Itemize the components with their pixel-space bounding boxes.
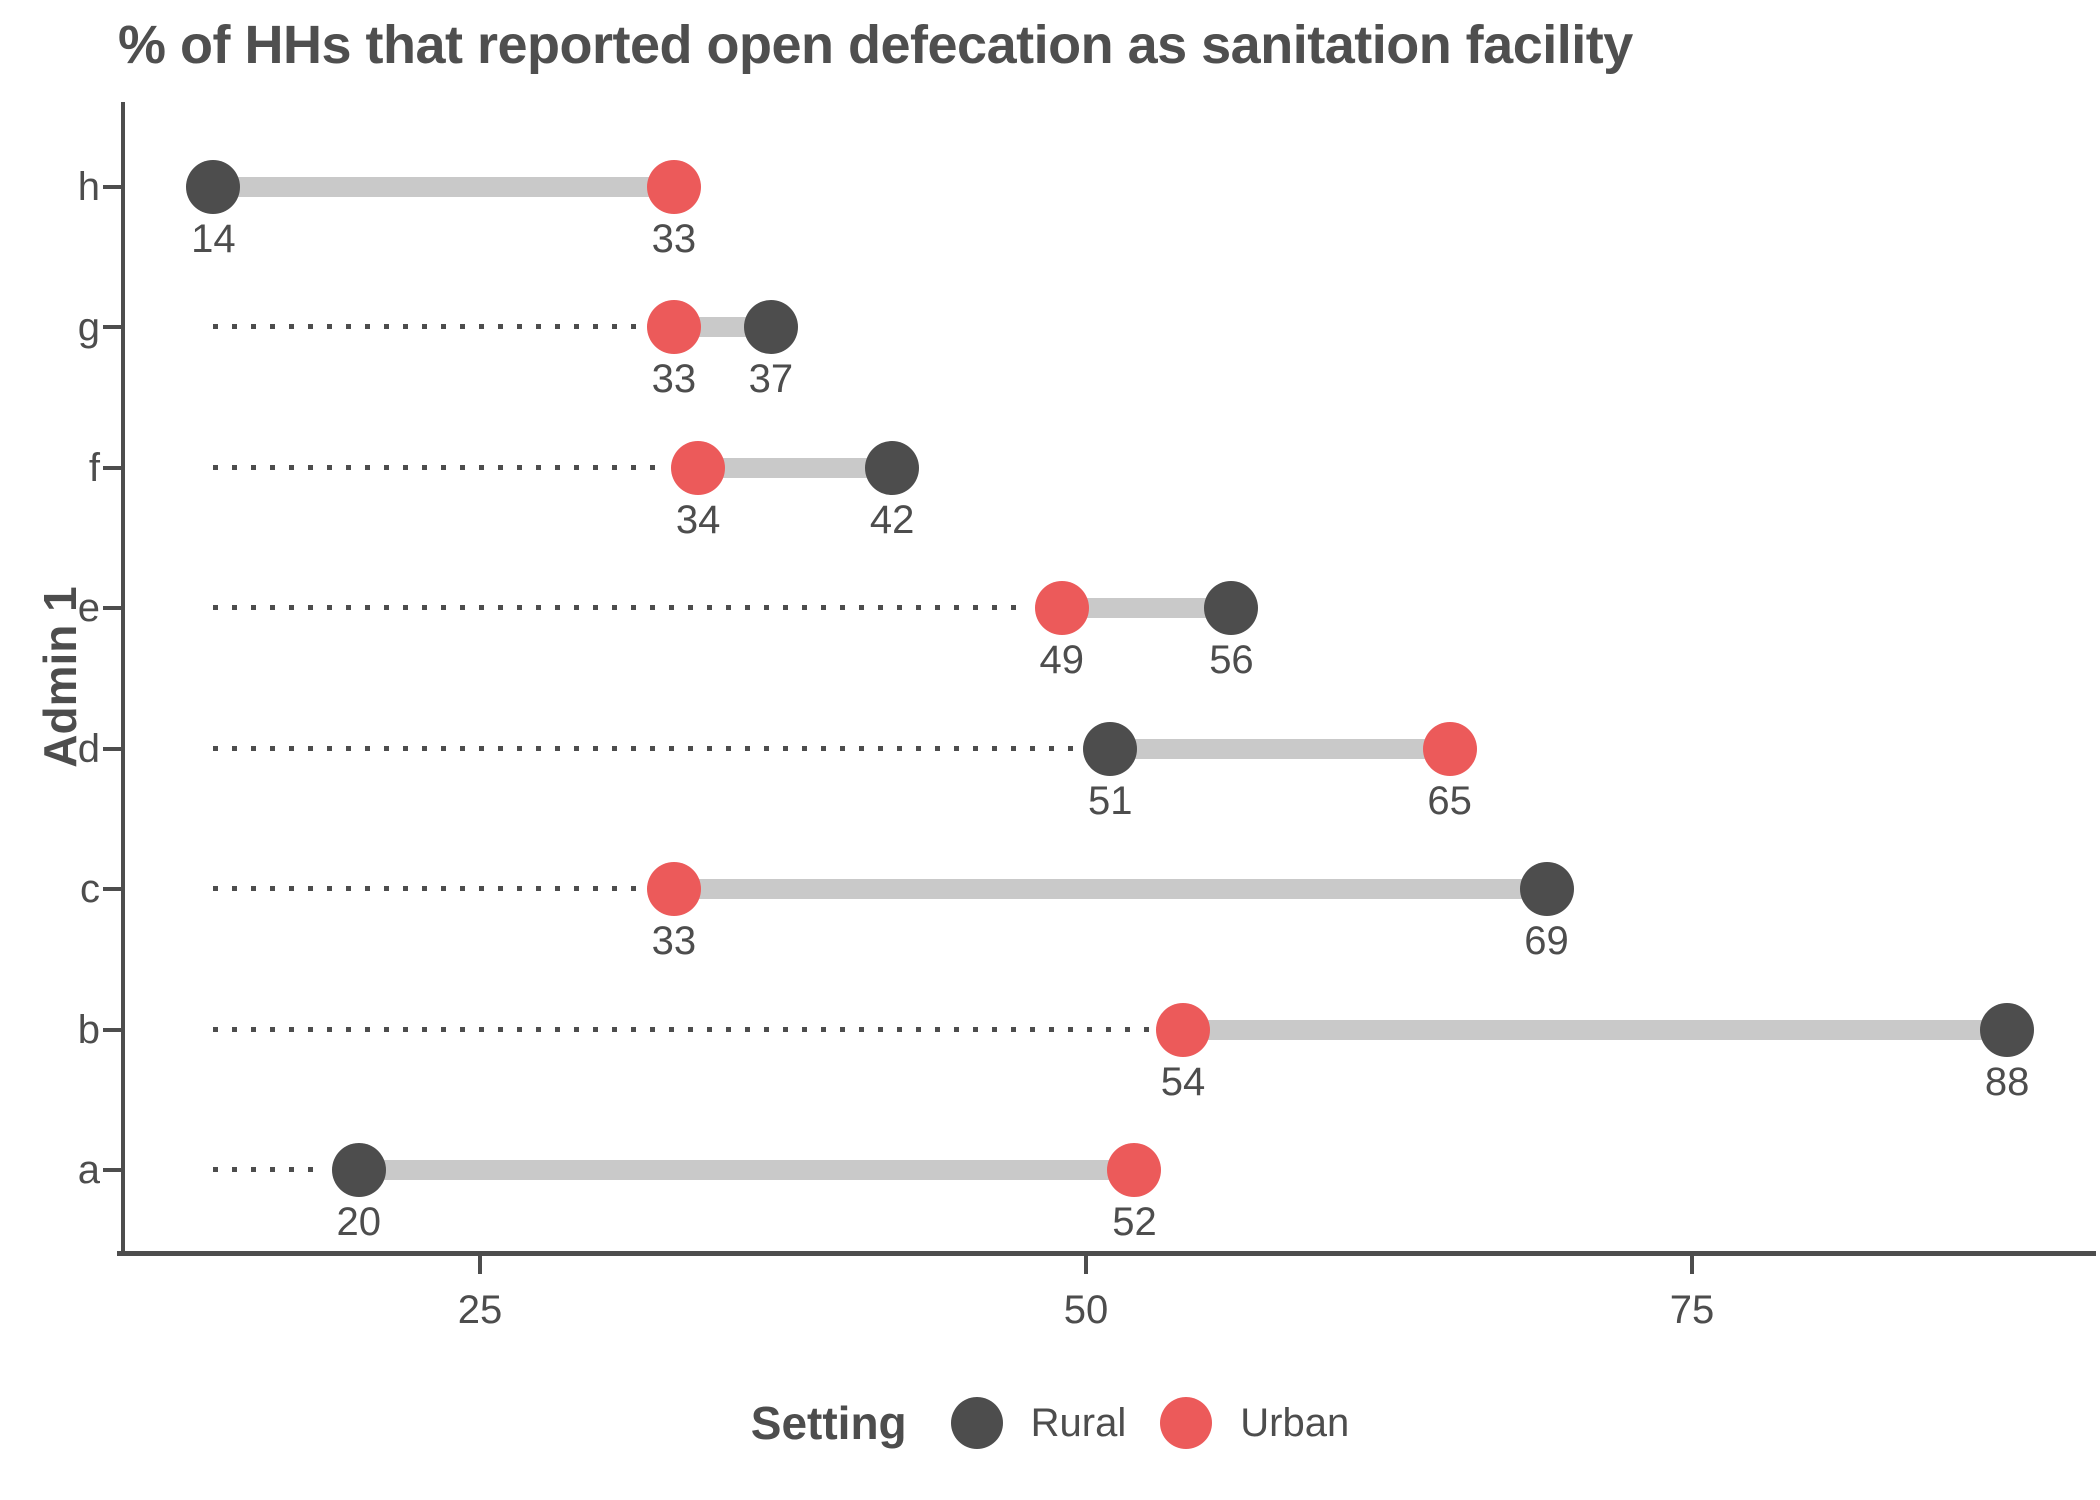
x-axis-tick: [478, 1256, 482, 1274]
legend-label-rural: Rural: [1030, 1400, 1127, 1445]
y-axis-category-label: h: [77, 165, 100, 209]
rural-point: [743, 300, 798, 355]
legend-label-urban: Urban: [1240, 1400, 1350, 1445]
urban-point: [646, 862, 701, 917]
urban-value-label: 34: [675, 497, 721, 542]
x-axis-line: [117, 1251, 2096, 1256]
x-axis-tick: [1084, 1256, 1088, 1274]
y-axis-category-label: b: [77, 1007, 100, 1052]
y-axis-category-label: e: [77, 586, 100, 631]
connector-line: [358, 1160, 1135, 1180]
y-axis-category-label: d: [77, 726, 100, 771]
rural-value-label: 14: [191, 217, 236, 261]
urban-value-label: 49: [1039, 638, 1085, 683]
leader-line: [213, 745, 1079, 751]
legend-item-urban: Urban: [1160, 1397, 1349, 1449]
rural-value-label: 88: [1984, 1059, 2030, 1104]
connector-line: [698, 457, 893, 478]
rural-point: [1083, 721, 1138, 776]
y-axis-tick: [103, 887, 121, 892]
urban-point: [1422, 721, 1477, 776]
urban-point: [671, 440, 726, 495]
y-axis-tick: [103, 746, 121, 751]
y-axis-tick: [103, 465, 121, 470]
urban-value-label: 33: [651, 919, 697, 964]
rural-value-label: 56: [1209, 638, 1254, 683]
y-axis-category-label: f: [88, 445, 100, 490]
y-axis-tick: [103, 325, 121, 330]
x-axis-tick-label: 25: [457, 1288, 503, 1332]
urban-point: [1107, 1143, 1162, 1197]
y-axis-category-label: a: [77, 1148, 100, 1192]
rural-point: [1204, 581, 1259, 636]
rural-point: [1980, 1002, 2035, 1057]
y-axis-tick: [103, 1168, 121, 1172]
urban-point: [646, 300, 701, 355]
urban-value-label: 33: [651, 217, 697, 261]
legend: Setting Rural Urban: [0, 1396, 2100, 1450]
rural-point: [865, 440, 920, 495]
connector-line: [673, 879, 1547, 900]
leader-line: [213, 605, 1030, 611]
rural-point: [1519, 862, 1574, 917]
y-axis-tick: [103, 185, 121, 189]
leader-line: [213, 324, 642, 330]
y-axis-category-label: c: [80, 867, 100, 912]
urban-value-label: 33: [651, 357, 697, 402]
rural-value-label: 20: [336, 1200, 382, 1244]
leader-line: [213, 886, 642, 892]
y-axis-tick: [103, 1027, 121, 1032]
y-axis-line: [121, 102, 125, 1253]
urban-swatch-icon: [1160, 1397, 1213, 1449]
legend-title: Setting: [750, 1397, 907, 1449]
rural-value-label: 42: [869, 497, 915, 542]
rural-point: [186, 160, 241, 214]
rural-value-label: 37: [748, 357, 794, 402]
leader-line: [213, 1167, 327, 1172]
legend-item-rural: Rural: [950, 1397, 1127, 1449]
chart-title: % of HHs that reported open defecation a…: [118, 15, 1633, 75]
urban-point: [1034, 581, 1089, 636]
y-axis-category-label: g: [77, 305, 100, 350]
rural-value-label: 51: [1087, 778, 1133, 823]
x-axis-tick-label: 50: [1063, 1288, 1109, 1332]
urban-point: [1155, 1002, 1210, 1057]
y-axis-tick: [103, 606, 121, 611]
x-axis-tick-label: 75: [1669, 1288, 1715, 1332]
connector-line: [1110, 738, 1450, 759]
urban-point: [646, 160, 701, 214]
urban-value-label: 54: [1160, 1059, 1206, 1104]
connector-line: [1061, 598, 1232, 619]
connector-line: [213, 177, 674, 197]
rural-value-label: 69: [1524, 919, 1569, 964]
rural-swatch-icon: [950, 1397, 1003, 1449]
leader-line: [213, 1026, 1151, 1032]
leader-line: [213, 464, 667, 470]
rural-point: [331, 1143, 386, 1197]
connector-line: [1182, 1019, 2008, 1040]
x-axis-tick: [1690, 1256, 1694, 1274]
urban-value-label: 65: [1427, 778, 1472, 823]
urban-value-label: 52: [1112, 1200, 1157, 1244]
